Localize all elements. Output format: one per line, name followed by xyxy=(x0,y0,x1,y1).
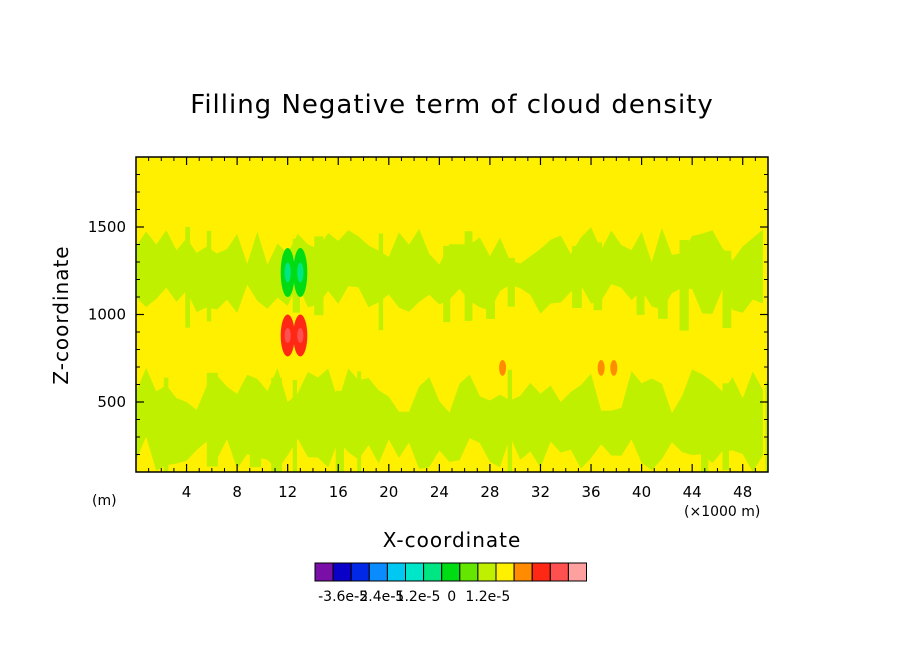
green-streak xyxy=(335,390,345,472)
x-axis-label: X-coordinate xyxy=(383,528,522,552)
colorbar-swatch xyxy=(350,562,370,582)
green-streak xyxy=(486,258,495,319)
green-streak xyxy=(701,398,709,472)
green-streak xyxy=(357,371,362,472)
x-tick-label: 40 xyxy=(632,483,651,501)
green-streak xyxy=(314,236,324,316)
colorbar-swatch xyxy=(495,562,515,582)
value-blob-core xyxy=(297,328,304,343)
colorbar-swatch xyxy=(332,562,352,582)
colorbar xyxy=(314,562,588,582)
x-tick-label: 4 xyxy=(182,483,192,501)
colorbar-swatch xyxy=(549,562,569,582)
x-tick-label: 44 xyxy=(683,483,702,501)
green-streak xyxy=(292,379,298,472)
green-streak xyxy=(206,372,218,467)
x-tick-label: 16 xyxy=(329,483,348,501)
colorbar-tick-label: -2.4e-5 xyxy=(354,589,404,605)
y-tick-label: 1500 xyxy=(88,218,126,236)
colorbar-swatch xyxy=(477,562,497,582)
colorbar-swatch xyxy=(368,562,388,582)
green-streak xyxy=(572,246,582,308)
colorbar-swatch xyxy=(386,562,406,582)
colorbar-swatch xyxy=(531,562,551,582)
colorbar-swatch xyxy=(405,562,425,582)
y-tick-label: 500 xyxy=(97,393,126,411)
green-streak xyxy=(378,233,384,331)
value-blob-core xyxy=(297,262,304,283)
value-blob-core xyxy=(284,328,291,343)
colorbar-tick-label: 1.2e-5 xyxy=(465,589,510,605)
chart-title: Filling Negative term of cloud density xyxy=(190,90,714,120)
colorbar-tick-label: 0 xyxy=(447,589,456,605)
green-streak xyxy=(722,250,732,328)
green-streak xyxy=(765,382,768,472)
x-tick-label: 32 xyxy=(531,483,550,501)
value-blob xyxy=(597,360,605,376)
green-streak xyxy=(722,383,729,471)
green-streak xyxy=(658,242,668,319)
y-tick-label: 1000 xyxy=(88,306,126,324)
green-streak xyxy=(206,230,212,322)
green-streak xyxy=(464,231,473,321)
green-streak xyxy=(271,377,282,472)
y-axis-label: Z-coordinate xyxy=(49,245,73,384)
x-tick-label: 8 xyxy=(232,483,242,501)
green-streak xyxy=(593,242,603,311)
x-tick-label: 24 xyxy=(430,483,449,501)
colorbar-swatch xyxy=(423,562,443,582)
green-streak xyxy=(163,377,169,472)
green-streak xyxy=(679,239,689,331)
x-tick-label: 48 xyxy=(733,483,752,501)
colorbar-swatch xyxy=(459,562,479,582)
green-streak xyxy=(507,369,513,472)
green-streak xyxy=(443,245,451,323)
x-tick-label: 36 xyxy=(581,483,600,501)
colorbar-swatch xyxy=(314,562,334,582)
colorbar-swatch xyxy=(567,562,588,582)
green-streak xyxy=(249,393,262,468)
value-blob-core xyxy=(284,262,291,283)
x-tick-label: 20 xyxy=(379,483,398,501)
colorbar-ticks: -3.6e-5-2.4e-5-1.2e-5 0 1.2e-5 xyxy=(318,589,510,605)
colorbar-tick-label: -1.2e-5 xyxy=(391,589,441,605)
green-streak xyxy=(507,258,515,307)
green-streak xyxy=(636,240,645,315)
x-unit-label: (×1000 m) xyxy=(684,504,760,520)
colorbar-swatch xyxy=(513,562,533,582)
value-blob xyxy=(499,360,507,376)
value-blob xyxy=(610,360,618,376)
colorbar-swatch xyxy=(441,562,461,582)
x-tick-label: 12 xyxy=(278,483,297,501)
y-unit-label: (m) xyxy=(92,493,117,509)
colorbar-tick-label: -3.6e-5 xyxy=(318,589,368,605)
green-streak xyxy=(185,227,191,328)
x-tick-label: 28 xyxy=(480,483,499,501)
